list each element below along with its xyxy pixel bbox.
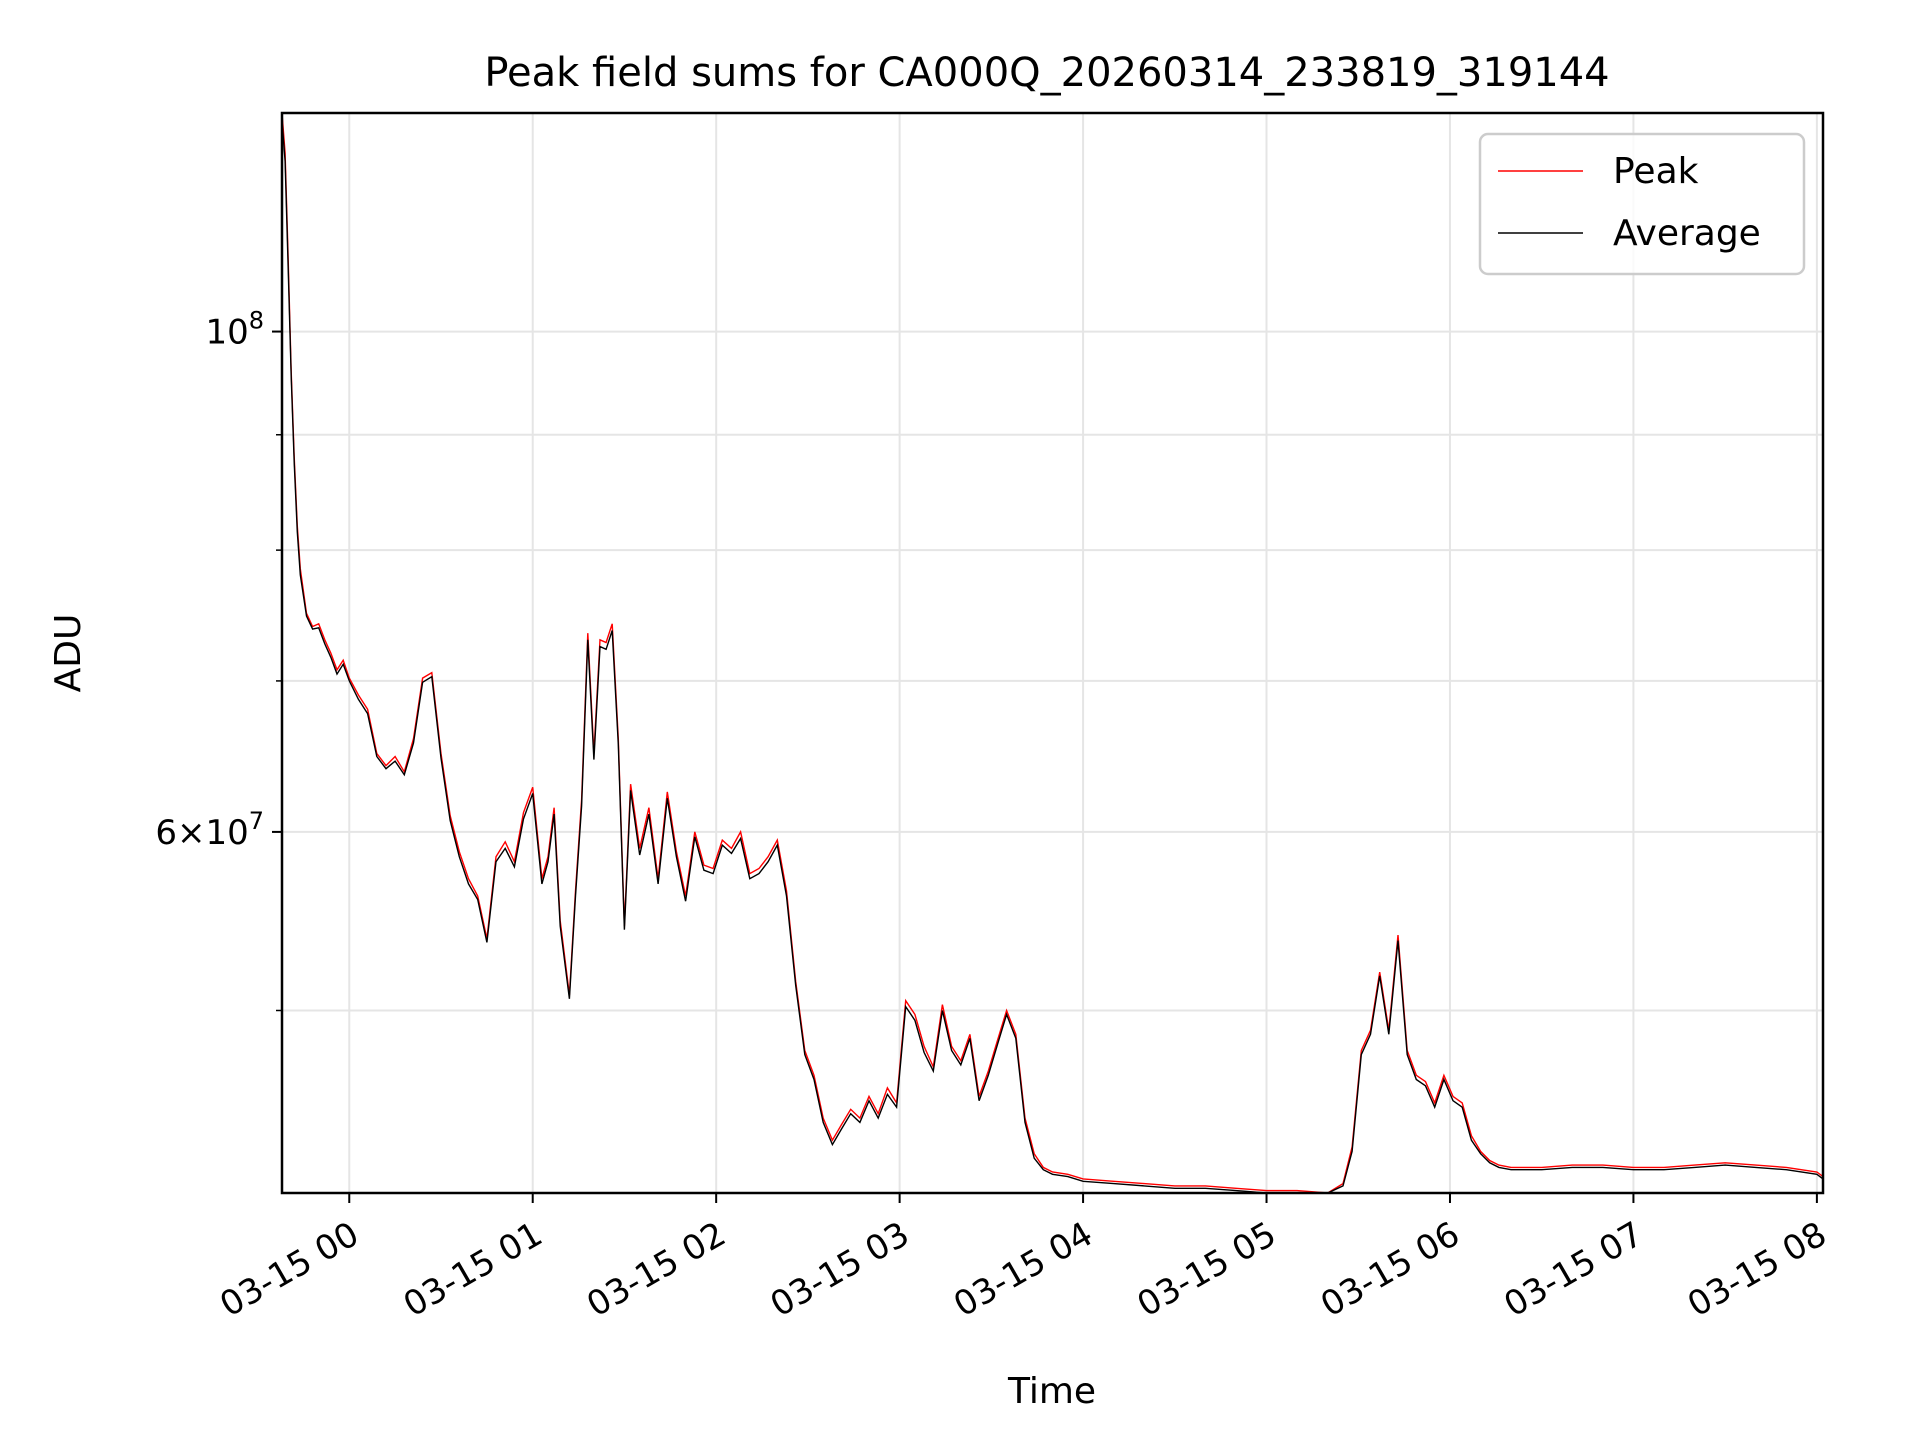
- x-tick-label: 03-15 01: [397, 1214, 549, 1325]
- y-tick-mantissa: 6: [155, 813, 177, 853]
- x-axis-label: Time: [1007, 1371, 1096, 1412]
- x-tick-label: 03-15 03: [764, 1214, 916, 1325]
- y-tick-exponent: 7: [249, 807, 264, 835]
- legend-label-peak: Peak: [1613, 151, 1699, 192]
- legend-label-average: Average: [1613, 213, 1761, 254]
- y-axis-label: ADU: [48, 614, 89, 693]
- x-tick-label: 03-15 02: [580, 1214, 732, 1325]
- x-tick-label: 03-15 07: [1498, 1214, 1650, 1325]
- x-tick-label: 03-15 04: [947, 1214, 1099, 1325]
- y-tick-times: ×: [177, 813, 206, 853]
- grid: [282, 113, 1823, 1193]
- y-tick-label: 6×107: [155, 807, 264, 853]
- x-tick-label: 03-15 08: [1681, 1214, 1833, 1325]
- legend: Peak Average: [1478, 132, 1806, 276]
- plot-area-frame: [280, 111, 1825, 1195]
- x-axis-ticks: 03-15 00 03-15 01 03-15 02 03-15 03 03-15 04…: [213, 1193, 1833, 1325]
- x-tick-label: 03-15 06: [1314, 1214, 1466, 1325]
- chart-title: Peak field sums for CA000Q_20260314_2338…: [484, 50, 1609, 96]
- y-tick-exponent: 8: [249, 307, 264, 335]
- y-tick-base: 10: [205, 313, 248, 353]
- y-tick-label: 108: [205, 307, 264, 353]
- x-tick-label: 03-15 00: [213, 1214, 365, 1325]
- legend-box: [1478, 132, 1806, 276]
- x-tick-label: 03-15 05: [1131, 1214, 1283, 1325]
- series-lines: [281, 112, 1824, 1194]
- series-line-average: [281, 120, 1824, 1194]
- y-tick-base: 10: [205, 813, 248, 853]
